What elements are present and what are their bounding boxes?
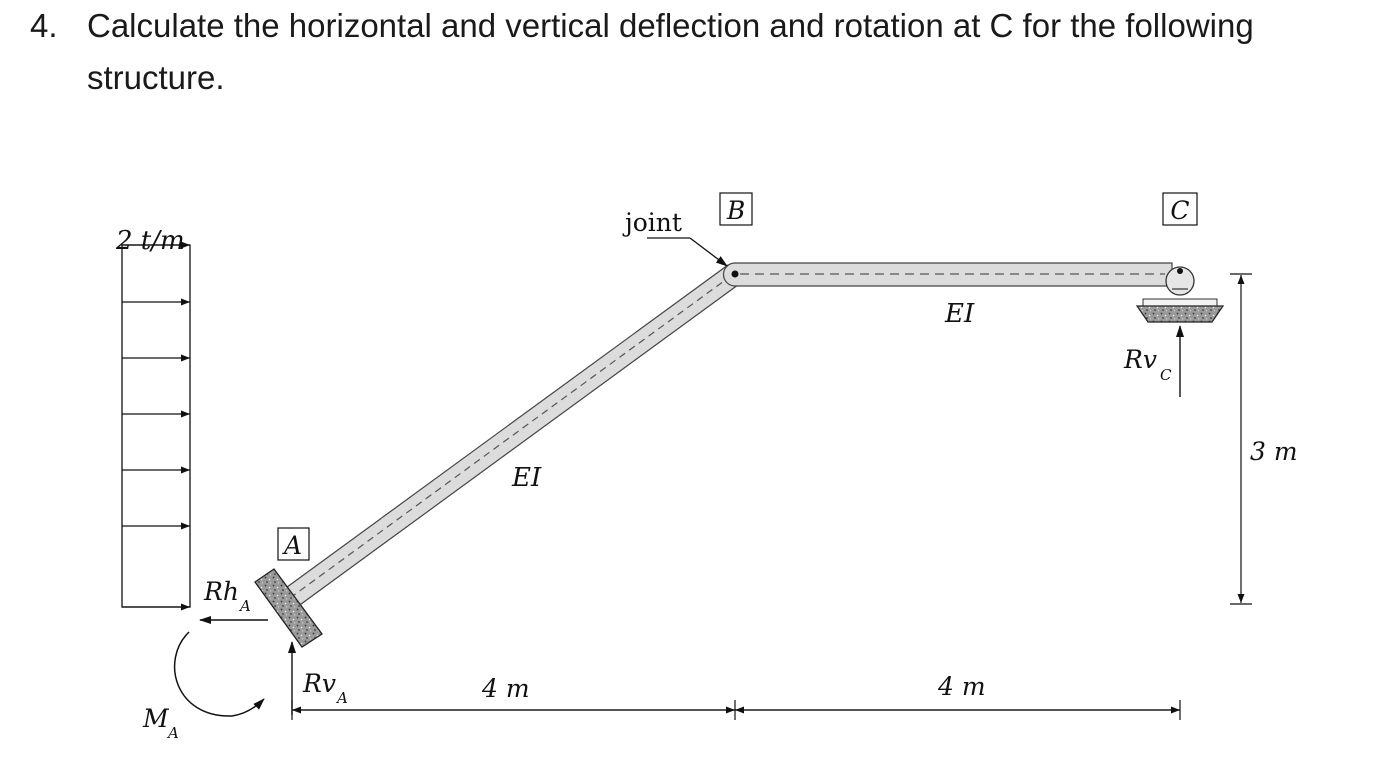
reaction-rha-label: Rh [203, 577, 239, 606]
member-ab-label: EI [511, 463, 542, 493]
node-c-label: C [1170, 196, 1189, 225]
reaction-rha-sub: A [238, 597, 251, 615]
reaction-rvc-label: Rv [1123, 345, 1157, 374]
reaction-rva-sub: A [335, 689, 348, 707]
node-a-label-box: A [277, 527, 310, 561]
reaction-moment-ma: M A [142, 631, 265, 742]
reaction-rva: Rv A [288, 641, 348, 715]
fixed-support-a [254, 568, 323, 648]
roller-support-c [1135, 266, 1225, 323]
dimension-vertical: 3 m [1230, 273, 1298, 605]
node-c-label-box: C [1162, 192, 1198, 226]
dim-ab-label: 4 m [481, 674, 530, 703]
node-b-label-box: B [719, 192, 753, 226]
reaction-ma-sub: A [166, 724, 179, 742]
joint-b-pin [731, 270, 739, 278]
member-bc-label: EI [944, 299, 975, 329]
dimension-horizontal: 4 m 4 m [291, 672, 1181, 720]
node-b-label: B [726, 196, 745, 225]
distributed-load: 2 t/m [115, 226, 191, 611]
dim-bc-label: 4 m [937, 672, 986, 701]
reaction-ma-label: M [142, 704, 170, 733]
member-bc: EI [722, 262, 1173, 329]
reaction-rha: Rh A [199, 577, 268, 624]
reaction-rvc-sub: C [1160, 366, 1172, 384]
node-a-label: A [282, 531, 302, 560]
member-ab: EI [282, 264, 743, 608]
reaction-rvc: Rv C [1123, 325, 1184, 397]
load-label: 2 t/m [115, 226, 185, 256]
question-text: Calculate the horizontal and vertical de… [87, 7, 1254, 96]
dim-height-label: 3 m [1250, 437, 1298, 466]
reaction-rva-label: Rv [302, 669, 336, 698]
question-number: 4. [30, 7, 58, 44]
joint-callout: joint [622, 208, 728, 267]
joint-label: joint [622, 208, 682, 237]
